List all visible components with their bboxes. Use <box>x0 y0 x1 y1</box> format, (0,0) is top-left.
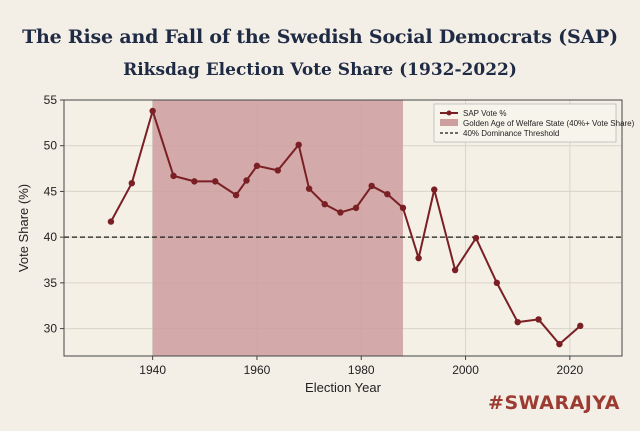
data-point <box>431 186 438 193</box>
legend-marker-icon <box>446 110 452 116</box>
x-tick-label: 1980 <box>348 363 375 377</box>
data-point <box>472 234 480 242</box>
axis-ticks: 1940 1960 1980 2000 2020 30 35 40 45 50 55 <box>44 93 584 377</box>
x-tick-label: 2020 <box>556 363 583 377</box>
watermark-logo: #SWARAJYA <box>488 392 620 414</box>
data-point <box>321 201 328 208</box>
chart-subtitle: Riksdag Election Vote Share (1932-2022) <box>123 60 517 80</box>
data-point <box>493 279 501 287</box>
data-point <box>274 167 282 174</box>
legend-swatch-icon <box>440 119 458 126</box>
series-sap <box>107 107 584 348</box>
y-axis-label: Vote Share (%) <box>16 184 31 272</box>
data-point <box>556 340 563 348</box>
x-tick-label: 1960 <box>244 363 271 377</box>
chart-title: The Rise and Fall of the Swedish Social … <box>22 26 618 48</box>
data-point <box>107 218 115 225</box>
x-tick-label: 1940 <box>139 363 166 377</box>
data-point <box>128 180 135 187</box>
data-point <box>232 191 240 199</box>
data-point <box>368 182 375 190</box>
data-point <box>337 209 344 216</box>
data-point <box>295 141 302 148</box>
y-tick-label: 50 <box>44 139 58 153</box>
y-tick-label: 30 <box>44 322 58 336</box>
y-tick-label: 45 <box>44 184 58 198</box>
legend-item-golden-age: Golden Age of Welfare State (40%+ Vote S… <box>463 119 635 128</box>
data-point <box>243 177 250 184</box>
data-point <box>415 254 422 262</box>
y-tick-label: 40 <box>44 230 58 244</box>
legend: SAP Vote % Golden Age of Welfare State (… <box>433 103 635 143</box>
data-point <box>149 107 156 115</box>
legend-item-sap-vote: SAP Vote % <box>463 109 506 118</box>
data-point <box>384 190 391 198</box>
y-tick-label: 55 <box>44 93 58 107</box>
legend-box <box>433 103 617 143</box>
data-point <box>352 204 360 212</box>
data-point <box>191 178 198 185</box>
x-tick-label: 2000 <box>452 363 479 377</box>
data-point <box>577 322 584 330</box>
data-point <box>451 266 459 274</box>
data-point <box>535 316 542 323</box>
data-point <box>170 172 177 180</box>
data-point <box>514 318 521 326</box>
data-point <box>399 204 407 212</box>
data-point <box>305 185 313 192</box>
data-point <box>212 178 219 185</box>
y-tick-label: 35 <box>44 276 58 290</box>
x-axis-label: Election Year <box>305 380 382 395</box>
data-point <box>253 162 261 170</box>
plot-frame <box>63 99 623 357</box>
golden-age-shaded-region <box>152 100 403 356</box>
legend-item-threshold: 40% Dominance Threshold <box>463 129 559 138</box>
